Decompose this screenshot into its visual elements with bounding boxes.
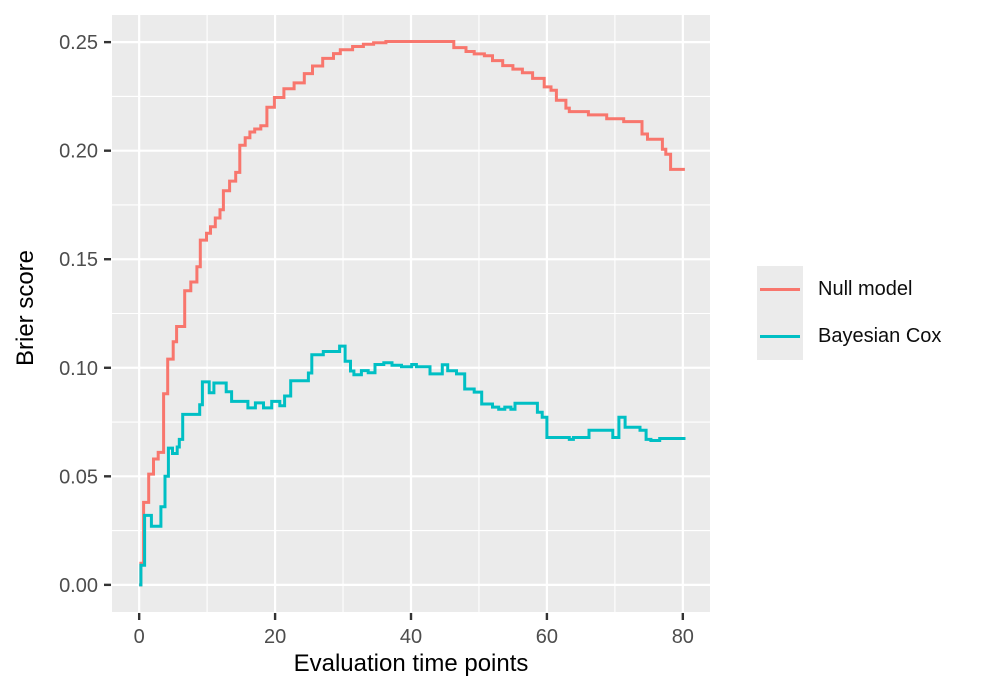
x-tick-label: 0 xyxy=(134,626,145,648)
y-tick-label: 0.25 xyxy=(59,32,98,54)
legend-entry-null-model: Null model xyxy=(757,266,941,313)
y-tick-label: 0.00 xyxy=(59,575,98,597)
legend-entry-bayesian-cox: Bayesian Cox xyxy=(757,313,941,360)
y-tick-label: 0.05 xyxy=(59,466,98,488)
series-line-bayesian-cox xyxy=(139,344,686,587)
legend-line-icon-bayesian-cox xyxy=(760,334,800,339)
y-tick-label: 0.15 xyxy=(59,249,98,271)
x-tick-label: 40 xyxy=(400,626,422,648)
x-tick-label: 60 xyxy=(536,626,558,648)
y-axis-title: Brier score xyxy=(12,249,39,367)
legend: Null model Bayesian Cox xyxy=(757,266,941,360)
x-tick-label: 20 xyxy=(264,626,286,648)
series-line-null-model xyxy=(139,40,685,587)
y-tick-label: 0.20 xyxy=(59,141,98,163)
y-tick-label: 0.10 xyxy=(59,358,98,380)
legend-key-bayesian-cox xyxy=(757,313,803,360)
legend-label-null-model: Null model xyxy=(818,278,913,300)
legend-label-bayesian-cox: Bayesian Cox xyxy=(818,325,942,347)
x-tick-label: 80 xyxy=(672,626,694,648)
legend-line-icon-null-model xyxy=(760,287,800,292)
x-axis-title: Evaluation time points xyxy=(293,650,529,677)
legend-key-null-model xyxy=(757,266,803,313)
